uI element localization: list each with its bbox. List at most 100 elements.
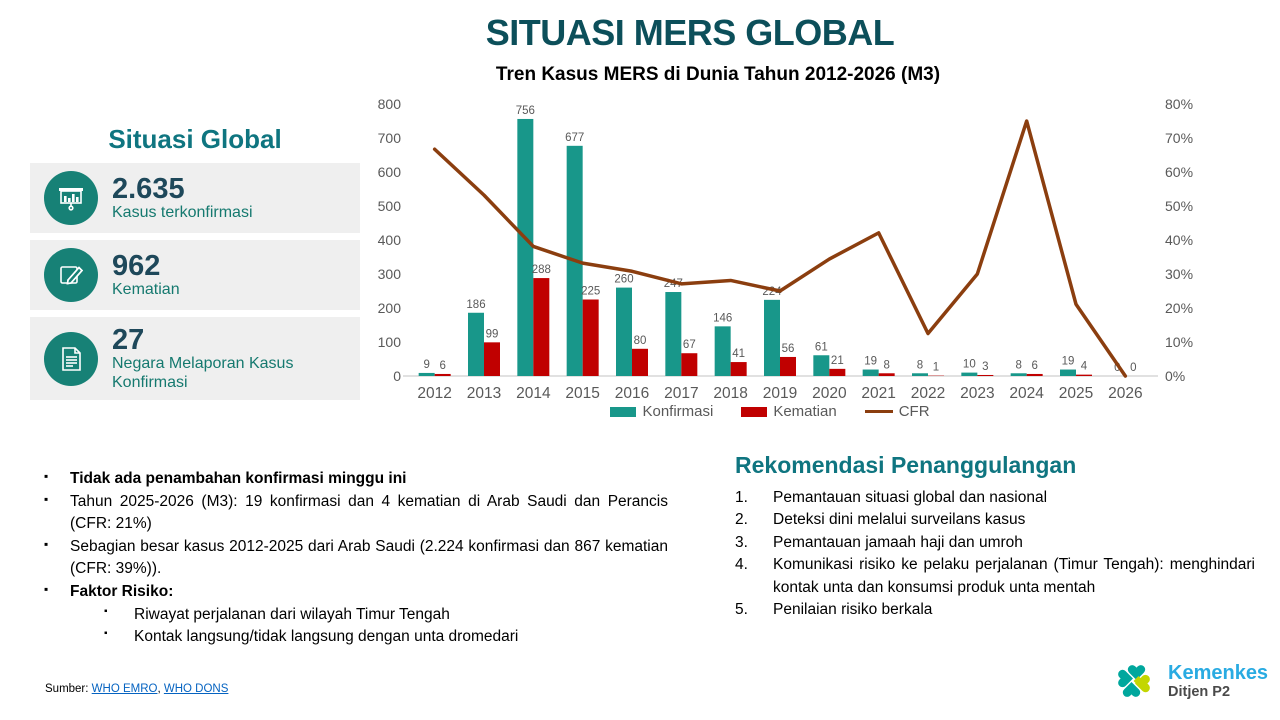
svg-text:67: 67 <box>683 339 696 351</box>
recommendation-item-4: 4. Komunikasi risiko ke pelaku perjalanan… <box>735 554 1255 599</box>
svg-text:288: 288 <box>532 264 551 276</box>
svg-text:21: 21 <box>831 355 844 367</box>
note-item-2: Sebagian besar kasus 2012-2025 dari Arab… <box>38 536 668 580</box>
svg-text:677: 677 <box>565 132 584 144</box>
stat-value: 962 <box>112 249 161 282</box>
legend-label: Konfirmasi <box>642 403 714 420</box>
stat-value: 27 <box>112 324 145 356</box>
stat-card-0: 2.635 Kasus terkonfirmasi <box>30 163 360 233</box>
kemenkes-sub: Ditjen P2 <box>1168 683 1231 700</box>
legend-item-cfr: CFR <box>864 403 930 420</box>
svg-text:2023: 2023 <box>960 385 994 402</box>
stat-card-1: 962 Kematian <box>30 240 360 310</box>
rec-text: Pemantauan jamaah haji dan umroh <box>773 533 1023 551</box>
stats-panel-heading: Situasi Global <box>108 124 282 154</box>
source-line: Sumber: WHO EMRO, WHO DONS <box>45 683 229 695</box>
svg-text:2016: 2016 <box>615 385 649 402</box>
recommendation-item-1: 1. Pemantauan situasi global dan nasional <box>735 487 1255 509</box>
svg-text:2024: 2024 <box>1009 385 1044 402</box>
rec-number: 1. <box>735 489 748 506</box>
stat-label: Negara Melaporan Kasus Konfirmasi <box>112 355 294 391</box>
stat-label: Kasus terkonfirmasi <box>112 204 253 222</box>
stat-label: Kematian <box>112 281 180 299</box>
svg-text:8: 8 <box>883 359 889 371</box>
kemenkes-logo-text: Kemenkes Ditjen P2 <box>1168 661 1269 700</box>
svg-text:60%: 60% <box>1165 164 1193 180</box>
svg-text:2013: 2013 <box>467 385 501 402</box>
svg-text:2017: 2017 <box>664 385 698 402</box>
rec-text: Pemantauan situasi global dan nasional <box>773 489 1048 506</box>
legend-label: CFR <box>898 403 930 420</box>
svg-text:1: 1 <box>933 362 939 374</box>
legend-swatch <box>610 406 637 417</box>
kemenkes-brand: Kemenkes <box>1168 661 1269 684</box>
svg-text:756: 756 <box>516 105 535 117</box>
page-title: SITUASI MERS GLOBAL <box>485 12 895 53</box>
chart-title: Tren Kasus MERS di Dunia Tahun 2012-2026… <box>495 64 941 85</box>
kemenkes-logo-icon <box>1118 665 1150 697</box>
svg-text:400: 400 <box>378 232 402 248</box>
svg-text:99: 99 <box>486 328 499 340</box>
recommendations-list: 1. Pemantauan situasi global dan nasional… <box>735 487 1255 622</box>
svg-text:8: 8 <box>1015 359 1021 371</box>
svg-text:0: 0 <box>1114 362 1120 374</box>
svg-text:100: 100 <box>378 334 402 350</box>
svg-text:2025: 2025 <box>1059 385 1093 402</box>
svg-text:9: 9 <box>423 359 429 371</box>
svg-text:40%: 40% <box>1165 232 1193 248</box>
svg-text:50%: 50% <box>1165 198 1193 214</box>
rec-text: Penilaian risiko berkala <box>773 601 933 619</box>
svg-text:186: 186 <box>466 299 485 311</box>
legend-swatch <box>864 410 893 413</box>
note-item-3: Faktor Risiko: <box>38 581 668 603</box>
svg-text:61: 61 <box>815 341 828 353</box>
svg-text:10: 10 <box>963 359 976 371</box>
mers-trend-chart: 01002003004005006007008000%10%20%30%40%5… <box>378 96 1193 402</box>
svg-text:8: 8 <box>917 359 923 371</box>
recommendation-item-3: 3. Pemantauan jamaah haji dan umroh <box>735 532 1255 554</box>
source-link-who-emro[interactable]: WHO EMRO <box>91 683 158 695</box>
rec-number: 4. <box>735 556 748 574</box>
rec-number: 3. <box>735 533 748 551</box>
stat-text: 27 Negara Melaporan Kasus Konfirmasi <box>112 325 350 392</box>
svg-text:80: 80 <box>634 335 647 347</box>
stat-card-2: 27 Negara Melaporan Kasus Konfirmasi <box>30 317 360 401</box>
svg-text:2019: 2019 <box>763 385 797 402</box>
svg-text:800: 800 <box>378 96 402 112</box>
svg-text:56: 56 <box>782 343 795 355</box>
legend-item-konfirmasi: Konfirmasi <box>610 403 713 420</box>
presentation-chart-icon <box>44 171 98 225</box>
note-subitem-3-1: Kontak langsung/tidak langsung dengan un… <box>38 626 668 648</box>
svg-text:146: 146 <box>713 312 732 324</box>
svg-text:2020: 2020 <box>812 385 847 402</box>
svg-text:2012: 2012 <box>417 385 451 402</box>
svg-text:19: 19 <box>1062 356 1075 368</box>
svg-text:0%: 0% <box>1165 368 1185 384</box>
svg-text:2018: 2018 <box>713 385 747 402</box>
svg-text:700: 700 <box>378 130 402 146</box>
stat-text: 2.635 Kasus terkonfirmasi <box>112 173 253 223</box>
source-label: Sumber: <box>45 683 92 695</box>
svg-text:200: 200 <box>378 300 402 316</box>
document-icon <box>44 331 98 386</box>
rec-text: Deteksi dini melalui surveilans kasus <box>773 511 1026 529</box>
note-item-0: Tidak ada penambahan konfirmasi minggu i… <box>38 468 668 490</box>
svg-text:80%: 80% <box>1165 96 1193 112</box>
svg-text:6: 6 <box>1031 360 1037 372</box>
svg-text:19: 19 <box>864 356 877 368</box>
rec-text: Komunikasi risiko ke pelaku perjalanan (… <box>773 556 1255 596</box>
svg-text:2015: 2015 <box>565 385 599 402</box>
rec-number: 5. <box>735 601 748 619</box>
notes-list: Tidak ada penambahan konfirmasi minggu i… <box>38 468 668 648</box>
svg-text:3: 3 <box>982 361 988 373</box>
svg-text:20%: 20% <box>1165 300 1193 316</box>
svg-text:2021: 2021 <box>861 385 895 402</box>
stat-text: 962 Kematian <box>112 249 180 300</box>
chart-legend: Konfirmasi Kematian CFR <box>420 403 1120 420</box>
svg-text:600: 600 <box>378 164 402 180</box>
svg-text:260: 260 <box>614 274 633 286</box>
rec-number: 2. <box>735 511 748 529</box>
source-link-who-dons[interactable]: WHO DONS <box>163 683 229 695</box>
recommendation-item-5: 5. Penilaian risiko berkala <box>735 599 1255 621</box>
